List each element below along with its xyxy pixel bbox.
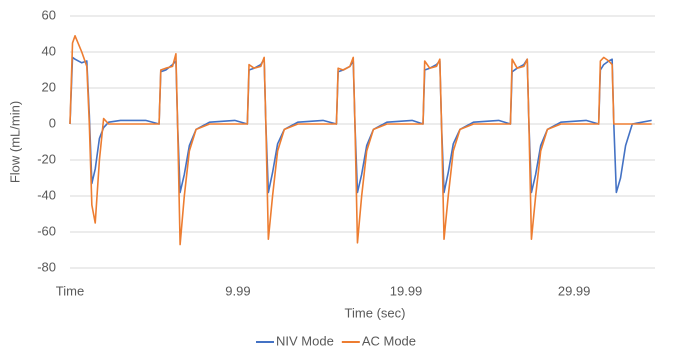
y-tick-label: -20 [37,151,56,166]
y-tick-label: -60 [37,223,56,238]
y-tick-label: 20 [42,79,56,94]
y-tick-label: -80 [37,259,56,274]
x-tick-label: 19.99 [390,283,423,298]
x-tick-label: Time [56,283,84,298]
y-axis-title: Flow (mL/min) [7,101,22,183]
y-tick-label: -40 [37,187,56,202]
data-line [69,56,652,194]
y-tick-label: 0 [49,115,56,130]
legend-label: NIV Mode [276,333,334,348]
y-tick-label: 40 [42,43,56,58]
y-tick-label: 60 [42,7,56,22]
x-axis-title: Time (sec) [345,305,406,320]
data-line [69,35,652,246]
x-tick-label: 29.99 [558,283,591,298]
x-tick-label: 9.99 [225,283,250,298]
legend-label: AC Mode [362,333,416,348]
